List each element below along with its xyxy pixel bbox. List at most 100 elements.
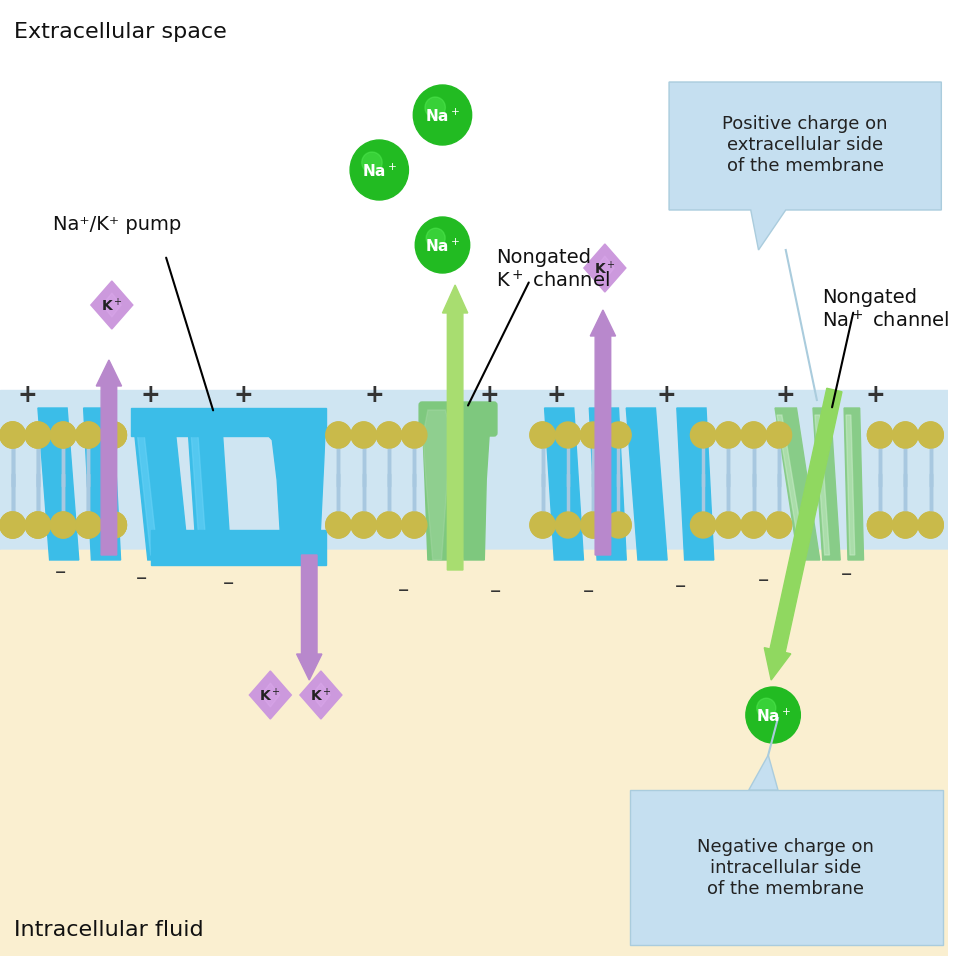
Text: +: + bbox=[866, 383, 885, 407]
Bar bbox=[0, 648, 948, 663]
Circle shape bbox=[101, 422, 127, 448]
Circle shape bbox=[580, 422, 605, 448]
Circle shape bbox=[690, 422, 716, 448]
Circle shape bbox=[351, 422, 376, 448]
Bar bbox=[0, 0, 948, 440]
Circle shape bbox=[893, 422, 918, 448]
Text: +: + bbox=[480, 383, 499, 407]
Circle shape bbox=[25, 512, 51, 538]
Circle shape bbox=[530, 512, 556, 538]
Text: K$^+$: K$^+$ bbox=[594, 260, 616, 277]
Circle shape bbox=[51, 422, 76, 448]
Circle shape bbox=[326, 422, 351, 448]
Polygon shape bbox=[775, 408, 820, 560]
Circle shape bbox=[868, 512, 893, 538]
Circle shape bbox=[893, 512, 918, 538]
Circle shape bbox=[101, 512, 127, 538]
Bar bbox=[0, 928, 948, 943]
Circle shape bbox=[0, 512, 25, 538]
Circle shape bbox=[868, 422, 893, 448]
Polygon shape bbox=[190, 420, 207, 555]
Circle shape bbox=[402, 422, 427, 448]
Circle shape bbox=[530, 422, 556, 448]
Circle shape bbox=[51, 512, 76, 538]
Circle shape bbox=[580, 512, 605, 538]
Text: Na$^+$: Na$^+$ bbox=[425, 237, 460, 254]
Circle shape bbox=[716, 512, 741, 538]
Circle shape bbox=[690, 422, 716, 448]
Circle shape bbox=[741, 422, 766, 448]
Circle shape bbox=[556, 422, 580, 448]
Bar bbox=[0, 844, 948, 859]
Text: +: + bbox=[18, 383, 37, 407]
Polygon shape bbox=[38, 408, 79, 560]
Circle shape bbox=[351, 512, 376, 538]
Bar bbox=[0, 690, 948, 705]
Circle shape bbox=[690, 512, 716, 538]
Circle shape bbox=[51, 512, 76, 538]
Text: +: + bbox=[546, 383, 566, 407]
Circle shape bbox=[326, 512, 351, 538]
Circle shape bbox=[101, 422, 127, 448]
Text: Negative charge on
intracellular side
of the membrane: Negative charge on intracellular side of… bbox=[697, 838, 875, 898]
Bar bbox=[0, 564, 948, 579]
Circle shape bbox=[741, 422, 766, 448]
Circle shape bbox=[425, 97, 446, 118]
Circle shape bbox=[101, 512, 127, 538]
Circle shape bbox=[413, 85, 472, 145]
Polygon shape bbox=[84, 408, 121, 560]
Circle shape bbox=[51, 422, 76, 448]
Polygon shape bbox=[423, 410, 452, 560]
Text: K$^+$: K$^+$ bbox=[310, 687, 332, 705]
Bar bbox=[0, 550, 948, 565]
Polygon shape bbox=[813, 408, 840, 560]
Circle shape bbox=[76, 422, 101, 448]
Bar bbox=[0, 718, 948, 733]
Text: K$^+$: K$^+$ bbox=[101, 297, 123, 315]
Circle shape bbox=[580, 422, 605, 448]
Circle shape bbox=[741, 512, 766, 538]
Polygon shape bbox=[136, 415, 158, 555]
Circle shape bbox=[376, 512, 402, 538]
FancyArrow shape bbox=[296, 555, 322, 680]
Bar bbox=[0, 872, 948, 887]
FancyArrow shape bbox=[97, 360, 122, 555]
Circle shape bbox=[76, 422, 101, 448]
Circle shape bbox=[716, 422, 741, 448]
Circle shape bbox=[25, 512, 51, 538]
Circle shape bbox=[605, 422, 631, 448]
Polygon shape bbox=[261, 683, 280, 707]
Polygon shape bbox=[677, 408, 714, 560]
Text: +: + bbox=[140, 383, 161, 407]
Bar bbox=[0, 746, 948, 761]
FancyBboxPatch shape bbox=[630, 790, 943, 945]
Circle shape bbox=[402, 512, 427, 538]
Text: Positive charge on
extracellular side
of the membrane: Positive charge on extracellular side of… bbox=[722, 116, 888, 175]
Circle shape bbox=[868, 512, 893, 538]
Circle shape bbox=[76, 422, 101, 448]
Circle shape bbox=[893, 512, 918, 538]
Polygon shape bbox=[669, 82, 941, 250]
Circle shape bbox=[741, 512, 766, 538]
Polygon shape bbox=[459, 408, 489, 560]
Circle shape bbox=[766, 512, 792, 538]
Text: Na⁺/K⁺ pump: Na⁺/K⁺ pump bbox=[54, 215, 181, 234]
Circle shape bbox=[716, 422, 741, 448]
Circle shape bbox=[530, 512, 556, 538]
Circle shape bbox=[605, 512, 631, 538]
Circle shape bbox=[0, 422, 25, 448]
Circle shape bbox=[918, 422, 943, 448]
Text: –: – bbox=[136, 568, 146, 588]
Circle shape bbox=[530, 422, 556, 448]
Text: –: – bbox=[223, 573, 234, 593]
Circle shape bbox=[556, 512, 580, 538]
Bar bbox=[0, 942, 948, 956]
Polygon shape bbox=[626, 408, 667, 560]
Circle shape bbox=[25, 422, 51, 448]
Polygon shape bbox=[102, 293, 121, 317]
Circle shape bbox=[766, 422, 792, 448]
Circle shape bbox=[0, 422, 25, 448]
Circle shape bbox=[402, 422, 427, 448]
Circle shape bbox=[918, 512, 943, 538]
Bar bbox=[0, 830, 948, 845]
